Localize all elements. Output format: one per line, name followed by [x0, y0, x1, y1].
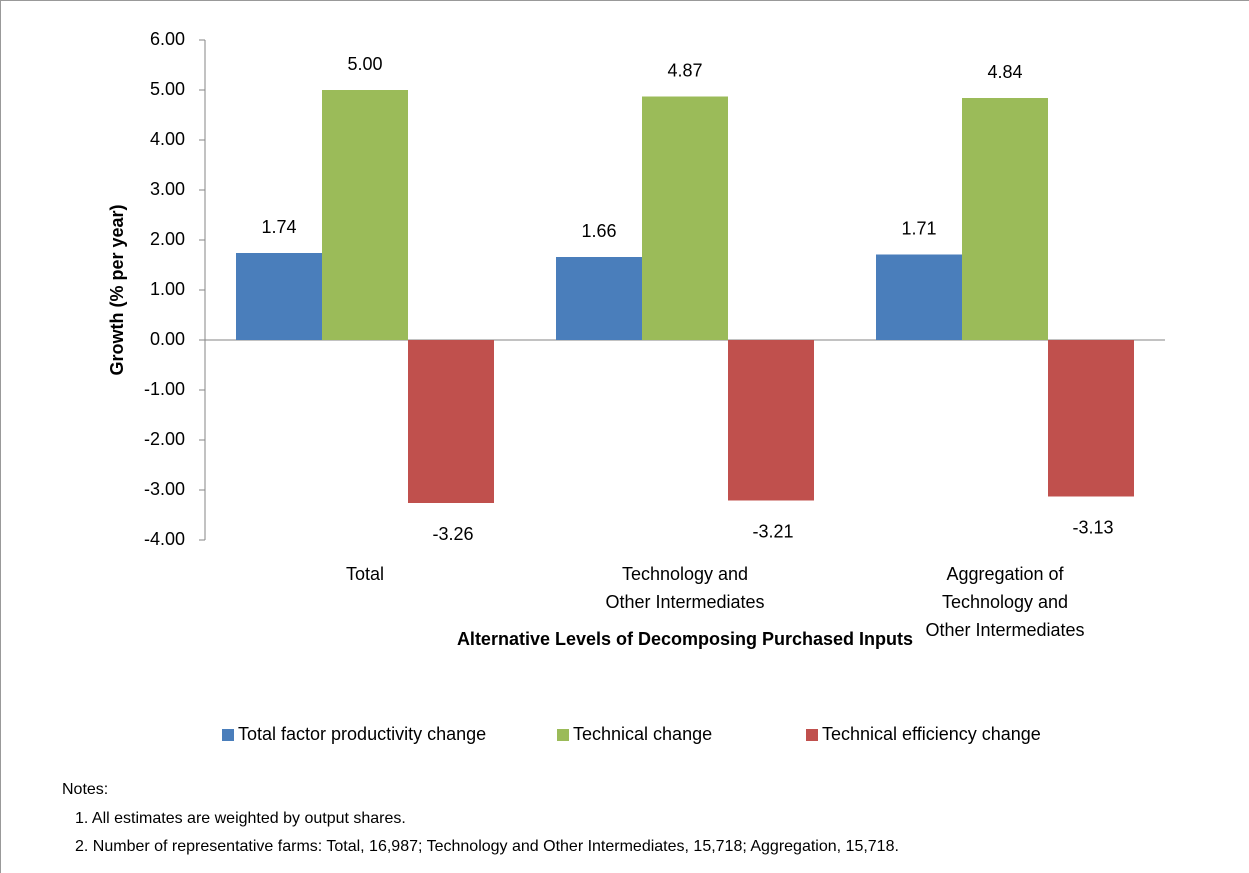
y-tick-label: -3.00: [144, 479, 185, 499]
x-tick-label: Other Intermediates: [925, 620, 1084, 640]
x-axis-label: Alternative Levels of Decomposing Purcha…: [457, 629, 913, 649]
value-label: 4.87: [667, 60, 702, 80]
bar: [1048, 340, 1134, 497]
y-tick-label: 4.00: [150, 129, 185, 149]
legend-swatch: [222, 729, 234, 741]
legend-swatch: [806, 729, 818, 741]
x-tick-label: Total: [346, 564, 384, 584]
bar: [876, 254, 962, 340]
value-label: 4.84: [987, 62, 1022, 82]
bar: [962, 98, 1048, 340]
x-tick-label: Technology and: [622, 564, 748, 584]
bar: [236, 253, 322, 340]
y-tick-label: -4.00: [144, 529, 185, 549]
y-tick-label: 5.00: [150, 79, 185, 99]
value-label: 5.00: [347, 54, 382, 74]
y-tick-label: -1.00: [144, 379, 185, 399]
bar: [642, 96, 728, 340]
value-label: 1.66: [581, 221, 616, 241]
bar: [322, 90, 408, 340]
notes-heading: Notes:: [62, 781, 108, 798]
legend-label: Total factor productivity change: [238, 724, 486, 744]
legend-label: Technical efficiency change: [822, 724, 1041, 744]
bar: [556, 257, 642, 340]
y-axis-label: Growth (% per year): [107, 204, 127, 375]
value-label: 1.71: [901, 218, 936, 238]
bar: [728, 340, 814, 501]
bar: [408, 340, 494, 503]
x-tick-label: Technology and: [942, 592, 1068, 612]
value-label: 1.74: [261, 217, 296, 237]
y-tick-label: -2.00: [144, 429, 185, 449]
value-label: -3.21: [752, 521, 793, 541]
value-label: -3.26: [432, 524, 473, 544]
y-tick-label: 1.00: [150, 279, 185, 299]
y-tick-label: 6.00: [150, 29, 185, 49]
y-tick-label: 2.00: [150, 229, 185, 249]
legend-swatch: [557, 729, 569, 741]
y-tick-label: 3.00: [150, 179, 185, 199]
x-tick-label: Other Intermediates: [605, 592, 764, 612]
value-label: -3.13: [1072, 517, 1113, 537]
note: 2. Number of representative farms: Total…: [75, 838, 899, 855]
y-tick-label: 0.00: [150, 329, 185, 349]
legend-label: Technical change: [573, 724, 712, 744]
note: 1. All estimates are weighted by output …: [75, 810, 406, 827]
x-tick-label: Aggregation of: [946, 564, 1064, 584]
